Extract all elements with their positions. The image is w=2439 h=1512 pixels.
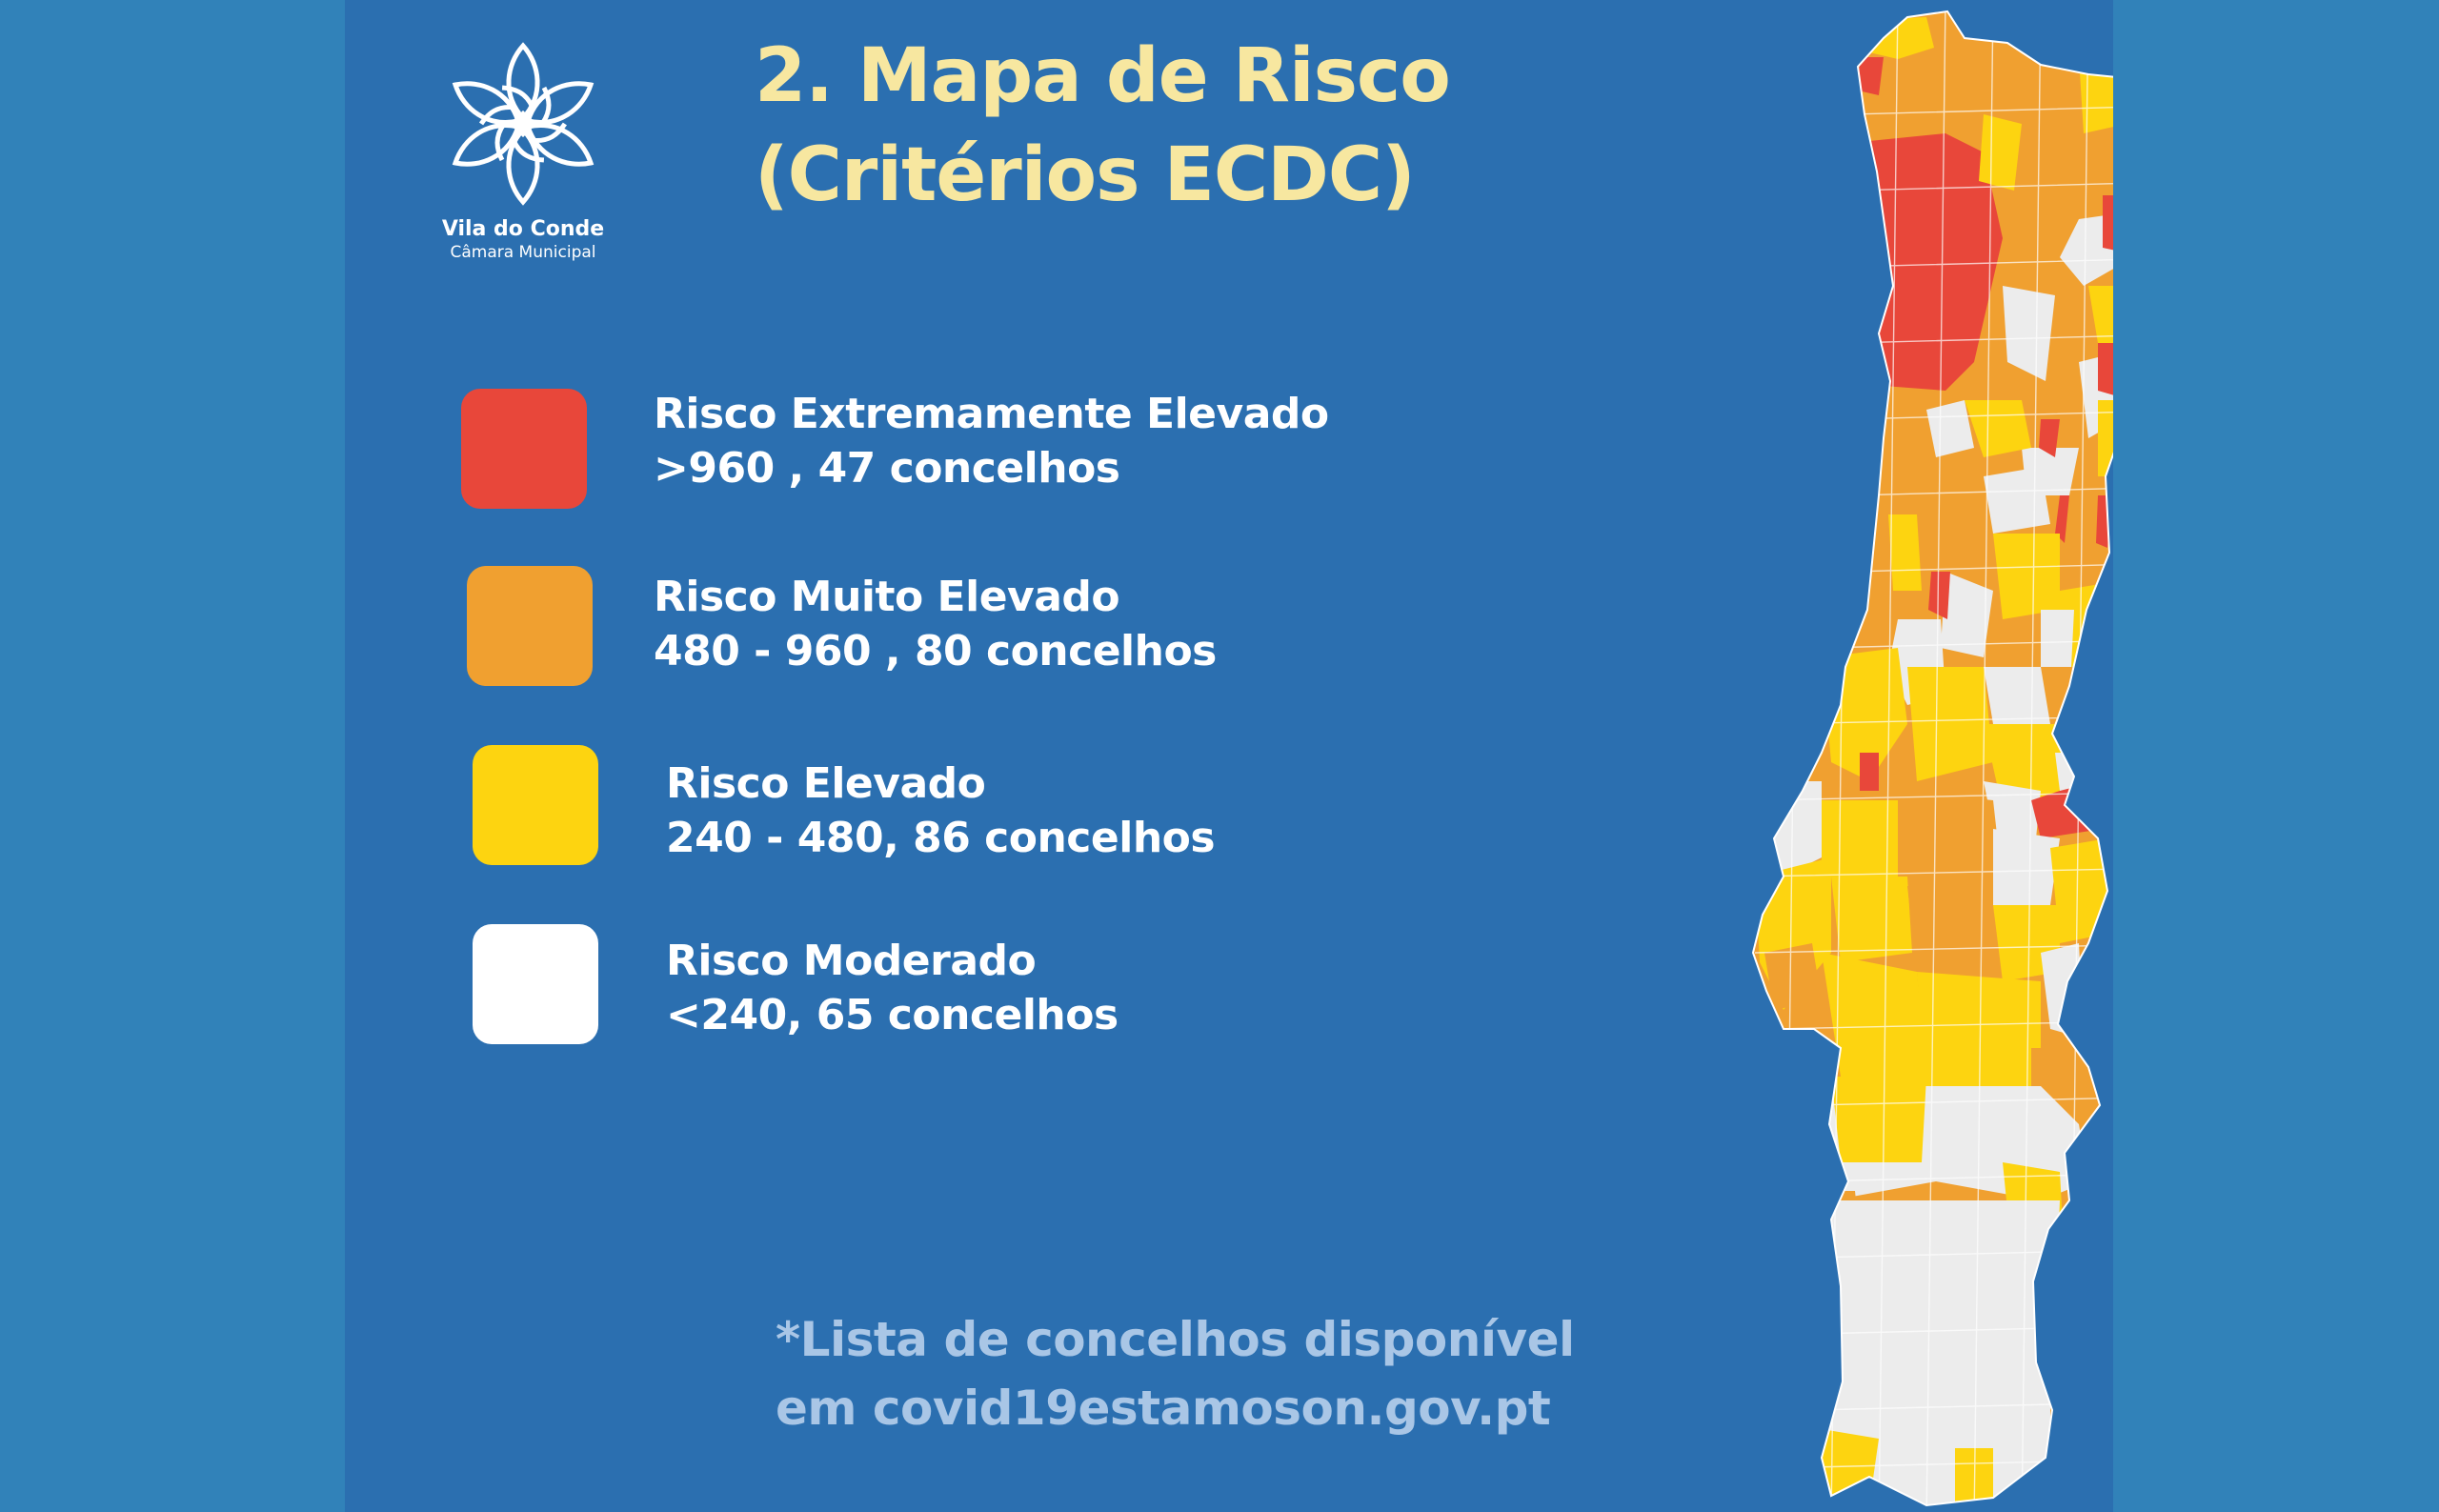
portugal-risk-map	[1751, 10, 2113, 1507]
footnote: *Lista de concelhos disponível em covid1…	[776, 1305, 1575, 1442]
legend-swatch-extreme	[461, 389, 587, 509]
legend-range-extreme: >960 , 47 concelhos	[654, 444, 1120, 493]
slide: Vila do Conde Câmara Municipal 2. Mapa d…	[345, 0, 2113, 1512]
legend-text-moderate: Risco Moderado <240, 65 concelhos	[666, 934, 1119, 1042]
legend-text-extreme: Risco Extremamente Elevado >960 , 47 con…	[654, 387, 1329, 495]
legend-swatch-moderate	[473, 924, 598, 1044]
legend-text-very-high: Risco Muito Elevado 480 - 960 , 80 conce…	[654, 570, 1217, 678]
left-background-strip	[0, 0, 345, 1512]
footnote-line-2: em covid19estamoson.gov.pt	[776, 1381, 1551, 1436]
flower-logo-icon	[452, 42, 595, 206]
legend-label-moderate: Risco Moderado	[666, 937, 1037, 985]
footnote-line-1: *Lista de concelhos disponível	[776, 1312, 1575, 1367]
legend-text-high: Risco Elevado 240 - 480, 86 concelhos	[666, 756, 1216, 865]
legend-range-very-high: 480 - 960 , 80 concelhos	[654, 627, 1217, 675]
legend-label-extreme: Risco Extremamente Elevado	[654, 390, 1329, 438]
title-line-2: (Critérios ECDC)	[755, 132, 1416, 218]
legend-swatch-very-high	[467, 566, 593, 686]
legend-swatch-high	[473, 745, 598, 865]
page-title: 2. Mapa de Risco (Critérios ECDC)	[755, 27, 1451, 225]
right-background-strip	[2113, 0, 2439, 1512]
title-line-1: 2. Mapa de Risco	[755, 33, 1451, 119]
legend-range-moderate: <240, 65 concelhos	[666, 991, 1119, 1039]
logo: Vila do Conde Câmara Municipal	[433, 38, 614, 262]
logo-name: Vila do Conde	[441, 217, 605, 241]
logo-subtitle: Câmara Municipal	[450, 243, 596, 262]
legend-label-high: Risco Elevado	[666, 759, 986, 808]
legend-range-high: 240 - 480, 86 concelhos	[666, 814, 1216, 862]
legend-label-very-high: Risco Muito Elevado	[654, 573, 1120, 621]
